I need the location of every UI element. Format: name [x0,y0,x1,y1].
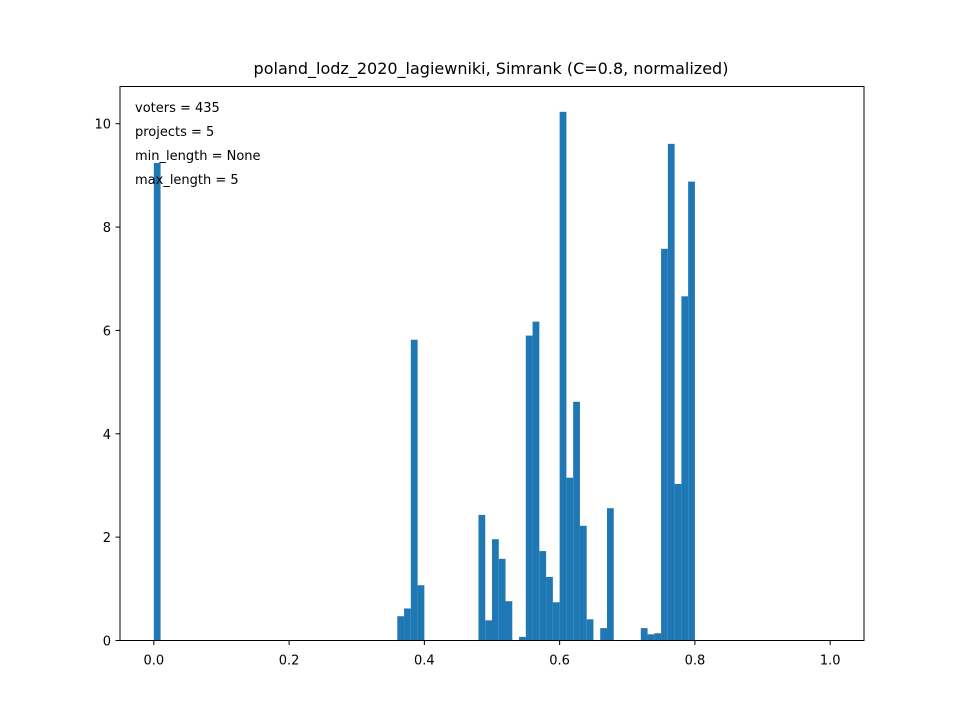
histogram-bar [498,558,506,641]
x-tick-label: 0.2 [279,654,300,669]
y-tick-label: 10 [94,118,111,133]
histogram-bar [492,539,499,641]
y-tick-label: 6 [103,324,111,339]
histogram-bar [404,608,411,641]
histogram-bar [573,401,580,641]
x-tick-label: 0.4 [414,654,435,669]
histogram-bar [525,335,533,641]
y-axis: 0 2 4 6 8 10 [94,118,120,650]
histogram-bar [661,248,668,641]
x-tick-label: 0.0 [143,654,164,669]
histogram-bar [579,525,587,641]
histogram-bar [640,628,648,641]
histogram-bar [410,339,418,641]
histogram-bar [667,143,675,641]
histogram-bar [600,628,607,641]
annotation-line: max_length = 5 [135,173,239,188]
histogram-bar [485,620,492,641]
histogram-bar [674,483,682,641]
histogram-bar [546,576,553,641]
histogram-bar [532,321,540,641]
histogram-bar [654,633,662,641]
histogram-bar [559,111,567,641]
chart-title: poland_lodz_2020_lagiewniki, Simrank (C=… [254,59,729,79]
stats-annotation: voters = 435 projects = 5 min_length = Non… [135,101,261,188]
histogram-bar [478,514,486,641]
histogram-bar [566,477,574,641]
x-tick-label: 0.6 [549,654,570,669]
x-tick-label: 1.0 [820,654,841,669]
histogram-bar [539,551,547,641]
x-tick-label: 0.8 [685,654,706,669]
histogram-bar [688,181,695,641]
histogram-bar [519,636,526,641]
y-tick-label: 8 [103,221,111,236]
histogram-bars [153,111,695,641]
histogram-bar [153,162,161,641]
histogram-bar [606,508,614,641]
histogram-bar [586,619,594,641]
y-tick-label: 0 [103,635,111,650]
y-tick-label: 4 [103,428,111,443]
histogram-bar [397,616,405,641]
histogram-bar [681,296,689,641]
annotation-line: min_length = None [135,149,261,164]
histogram-bar [505,601,513,641]
histogram-bar [647,634,655,641]
histogram-bar [417,585,425,641]
y-tick-label: 2 [103,531,111,546]
annotation-line: voters = 435 [135,101,220,116]
histogram-bar [552,602,560,641]
plot-frame [119,86,865,641]
x-axis: 0.0 0.2 0.4 0.6 0.8 1.0 [143,640,841,669]
annotation-line: projects = 5 [135,125,214,140]
